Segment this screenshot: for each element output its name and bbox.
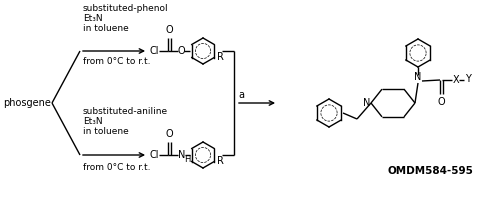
Text: phosgene: phosgene bbox=[3, 98, 51, 108]
Text: in toluene: in toluene bbox=[83, 23, 129, 33]
Text: X: X bbox=[453, 75, 460, 85]
Text: Et₃N: Et₃N bbox=[83, 117, 102, 125]
Text: R: R bbox=[217, 156, 224, 166]
Text: OMDM584-595: OMDM584-595 bbox=[387, 166, 473, 176]
Text: from 0°C to r.t.: from 0°C to r.t. bbox=[83, 164, 150, 172]
Text: N: N bbox=[414, 72, 422, 82]
Text: O: O bbox=[178, 46, 186, 56]
Text: Y: Y bbox=[465, 74, 471, 84]
Text: Cl: Cl bbox=[150, 46, 160, 56]
Text: Cl: Cl bbox=[150, 150, 160, 160]
Text: substituted-aniline: substituted-aniline bbox=[83, 107, 168, 116]
Text: O: O bbox=[166, 25, 173, 35]
Text: Et₃N: Et₃N bbox=[83, 14, 102, 22]
Text: N: N bbox=[362, 98, 370, 108]
Text: from 0°C to r.t.: from 0°C to r.t. bbox=[83, 56, 150, 66]
Text: a: a bbox=[238, 90, 244, 100]
Text: O: O bbox=[438, 97, 445, 107]
Text: H: H bbox=[184, 156, 190, 165]
Text: R: R bbox=[217, 52, 224, 62]
Text: N: N bbox=[178, 150, 186, 160]
Text: O: O bbox=[166, 129, 173, 139]
Text: in toluene: in toluene bbox=[83, 126, 129, 136]
Text: substituted-phenol: substituted-phenol bbox=[83, 4, 168, 13]
